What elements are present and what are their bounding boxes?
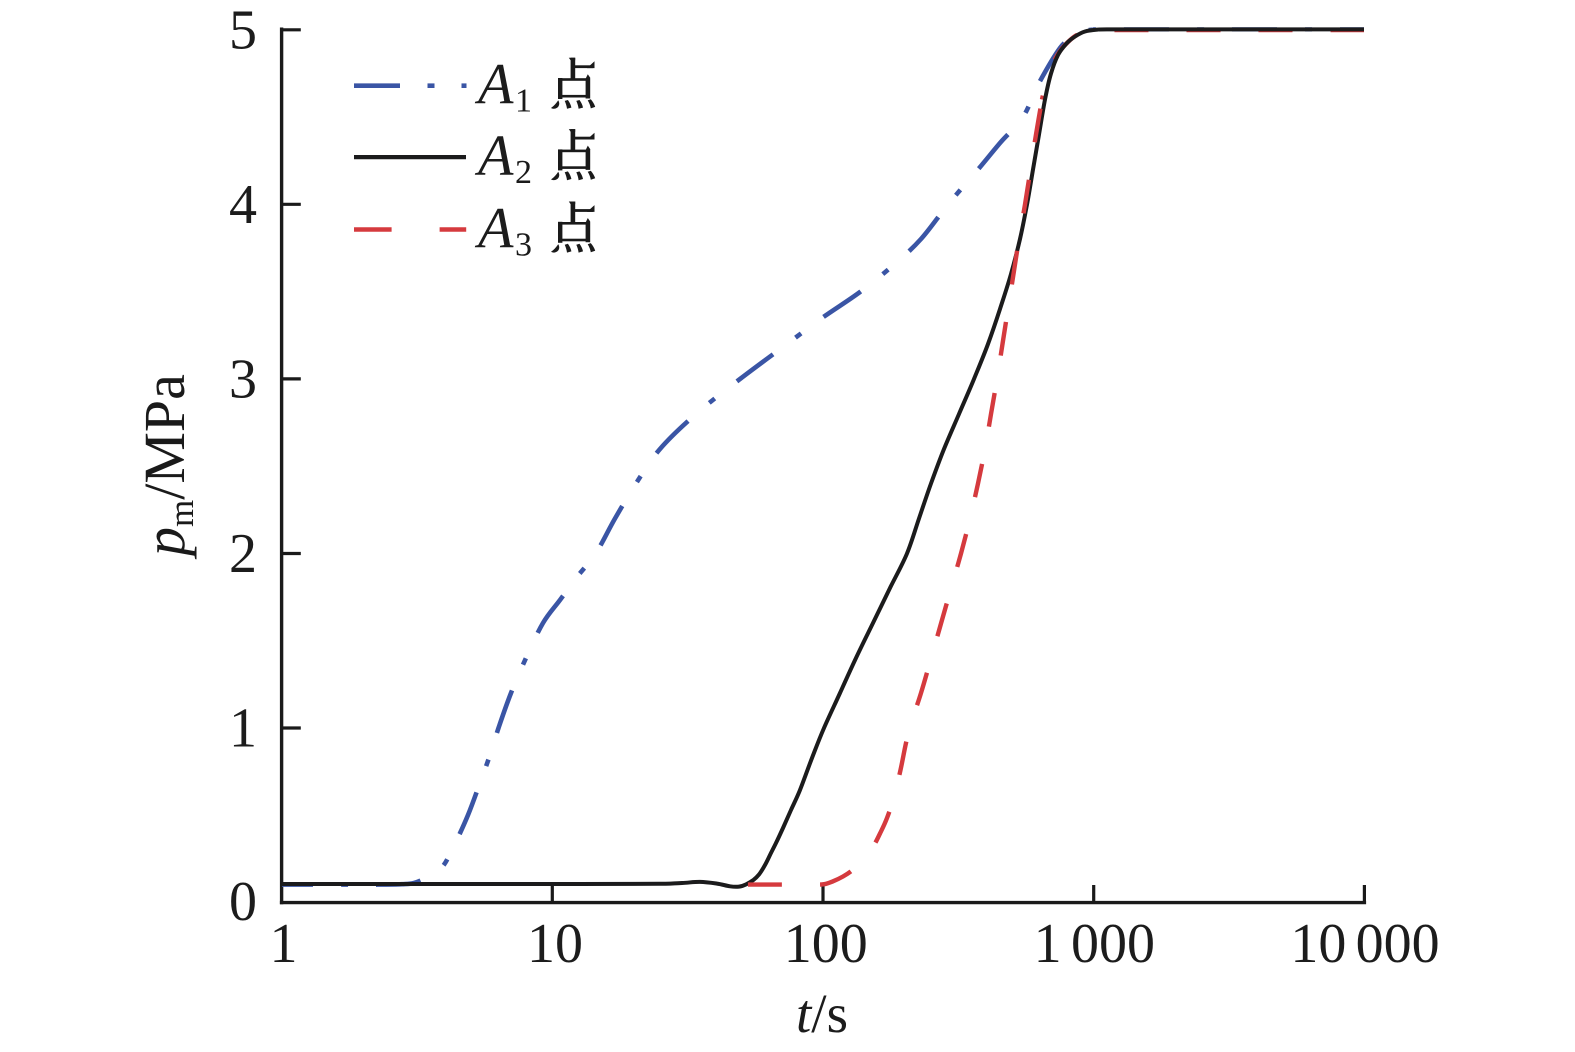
svg-text:4: 4 [229, 174, 257, 236]
svg-text:5: 5 [229, 0, 257, 61]
svg-text:1: 1 [270, 913, 298, 975]
svg-text:A: A [474, 196, 514, 261]
svg-text:/MPa: /MPa [132, 374, 197, 500]
svg-text:10: 10 [527, 913, 583, 975]
svg-text:3: 3 [229, 348, 257, 410]
svg-text:3: 3 [515, 227, 532, 264]
svg-text:10 000: 10 000 [1290, 913, 1439, 975]
svg-text:1: 1 [515, 83, 532, 120]
svg-text:100: 100 [784, 913, 868, 975]
svg-text:A: A [474, 52, 514, 117]
svg-text:1: 1 [229, 698, 257, 760]
svg-text:2: 2 [229, 523, 257, 585]
svg-text:t/s: t/s [796, 983, 848, 1044]
svg-text:0: 0 [229, 871, 257, 933]
svg-text:1 000: 1 000 [1034, 913, 1155, 975]
svg-text:m: m [162, 500, 201, 527]
svg-text:p: p [132, 527, 197, 560]
svg-text:2: 2 [515, 154, 532, 191]
svg-text:A: A [474, 123, 514, 188]
